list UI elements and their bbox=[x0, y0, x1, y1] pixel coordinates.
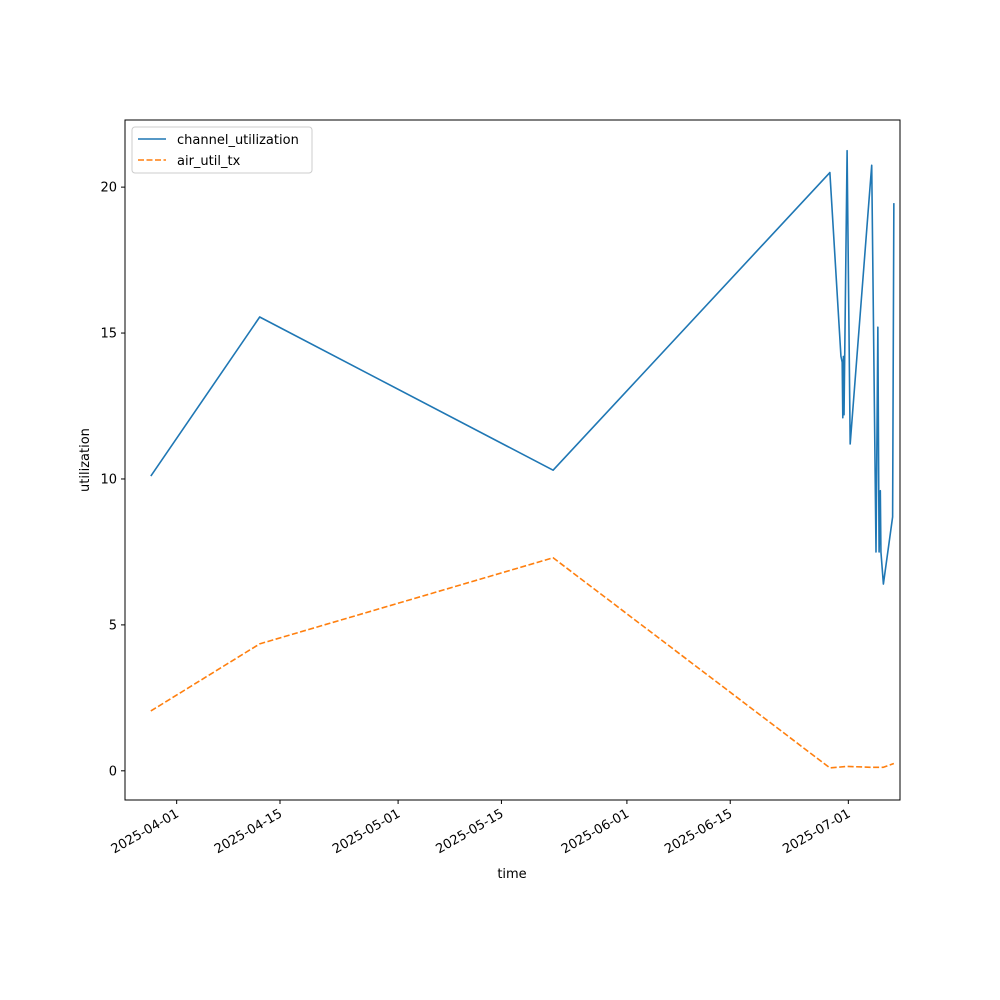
y-axis: 0 5 10 15 20 bbox=[100, 181, 125, 779]
legend-box bbox=[131, 126, 313, 174]
legend-label-channel-utilization: channel_utilization bbox=[177, 133, 299, 148]
series-line-air-util-tx bbox=[150, 556, 895, 769]
y-tick-label: 5 bbox=[109, 618, 117, 633]
legend-label-air-util-tx: air_util_tx bbox=[177, 154, 241, 169]
y-tick-label: 15 bbox=[100, 327, 117, 342]
axes-frame bbox=[124, 119, 901, 801]
legend: channel_utilization air_util_tx bbox=[131, 126, 313, 174]
y-tick-label: 20 bbox=[100, 181, 117, 196]
x-axis-label: time bbox=[497, 867, 526, 882]
y-tick-label: 0 bbox=[109, 764, 117, 779]
y-tick-label: 10 bbox=[100, 472, 117, 487]
plot-area bbox=[150, 149, 895, 769]
series-line-channel-utilization bbox=[150, 149, 895, 585]
y-axis-label: utilization bbox=[78, 428, 93, 492]
